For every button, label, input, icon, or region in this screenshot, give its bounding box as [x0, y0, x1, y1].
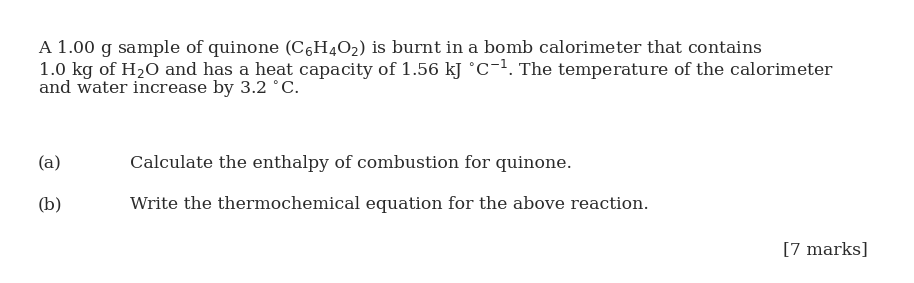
Text: (a): (a) [38, 155, 62, 172]
Text: 1.0 kg of H$_2$O and has a heat capacity of 1.56 kJ $^{\circ}$C$^{-1}$. The temp: 1.0 kg of H$_2$O and has a heat capacity… [38, 58, 834, 82]
Text: and water increase by 3.2 $^{\circ}$C.: and water increase by 3.2 $^{\circ}$C. [38, 78, 299, 99]
Text: [7 marks]: [7 marks] [783, 241, 868, 258]
Text: Write the thermochemical equation for the above reaction.: Write the thermochemical equation for th… [130, 196, 649, 213]
Text: Calculate the enthalpy of combustion for quinone.: Calculate the enthalpy of combustion for… [130, 155, 572, 172]
Text: A 1.00 g sample of quinone (C$_6$H$_4$O$_2$) is burnt in a bomb calorimeter that: A 1.00 g sample of quinone (C$_6$H$_4$O$… [38, 38, 763, 59]
Text: (b): (b) [38, 196, 63, 213]
